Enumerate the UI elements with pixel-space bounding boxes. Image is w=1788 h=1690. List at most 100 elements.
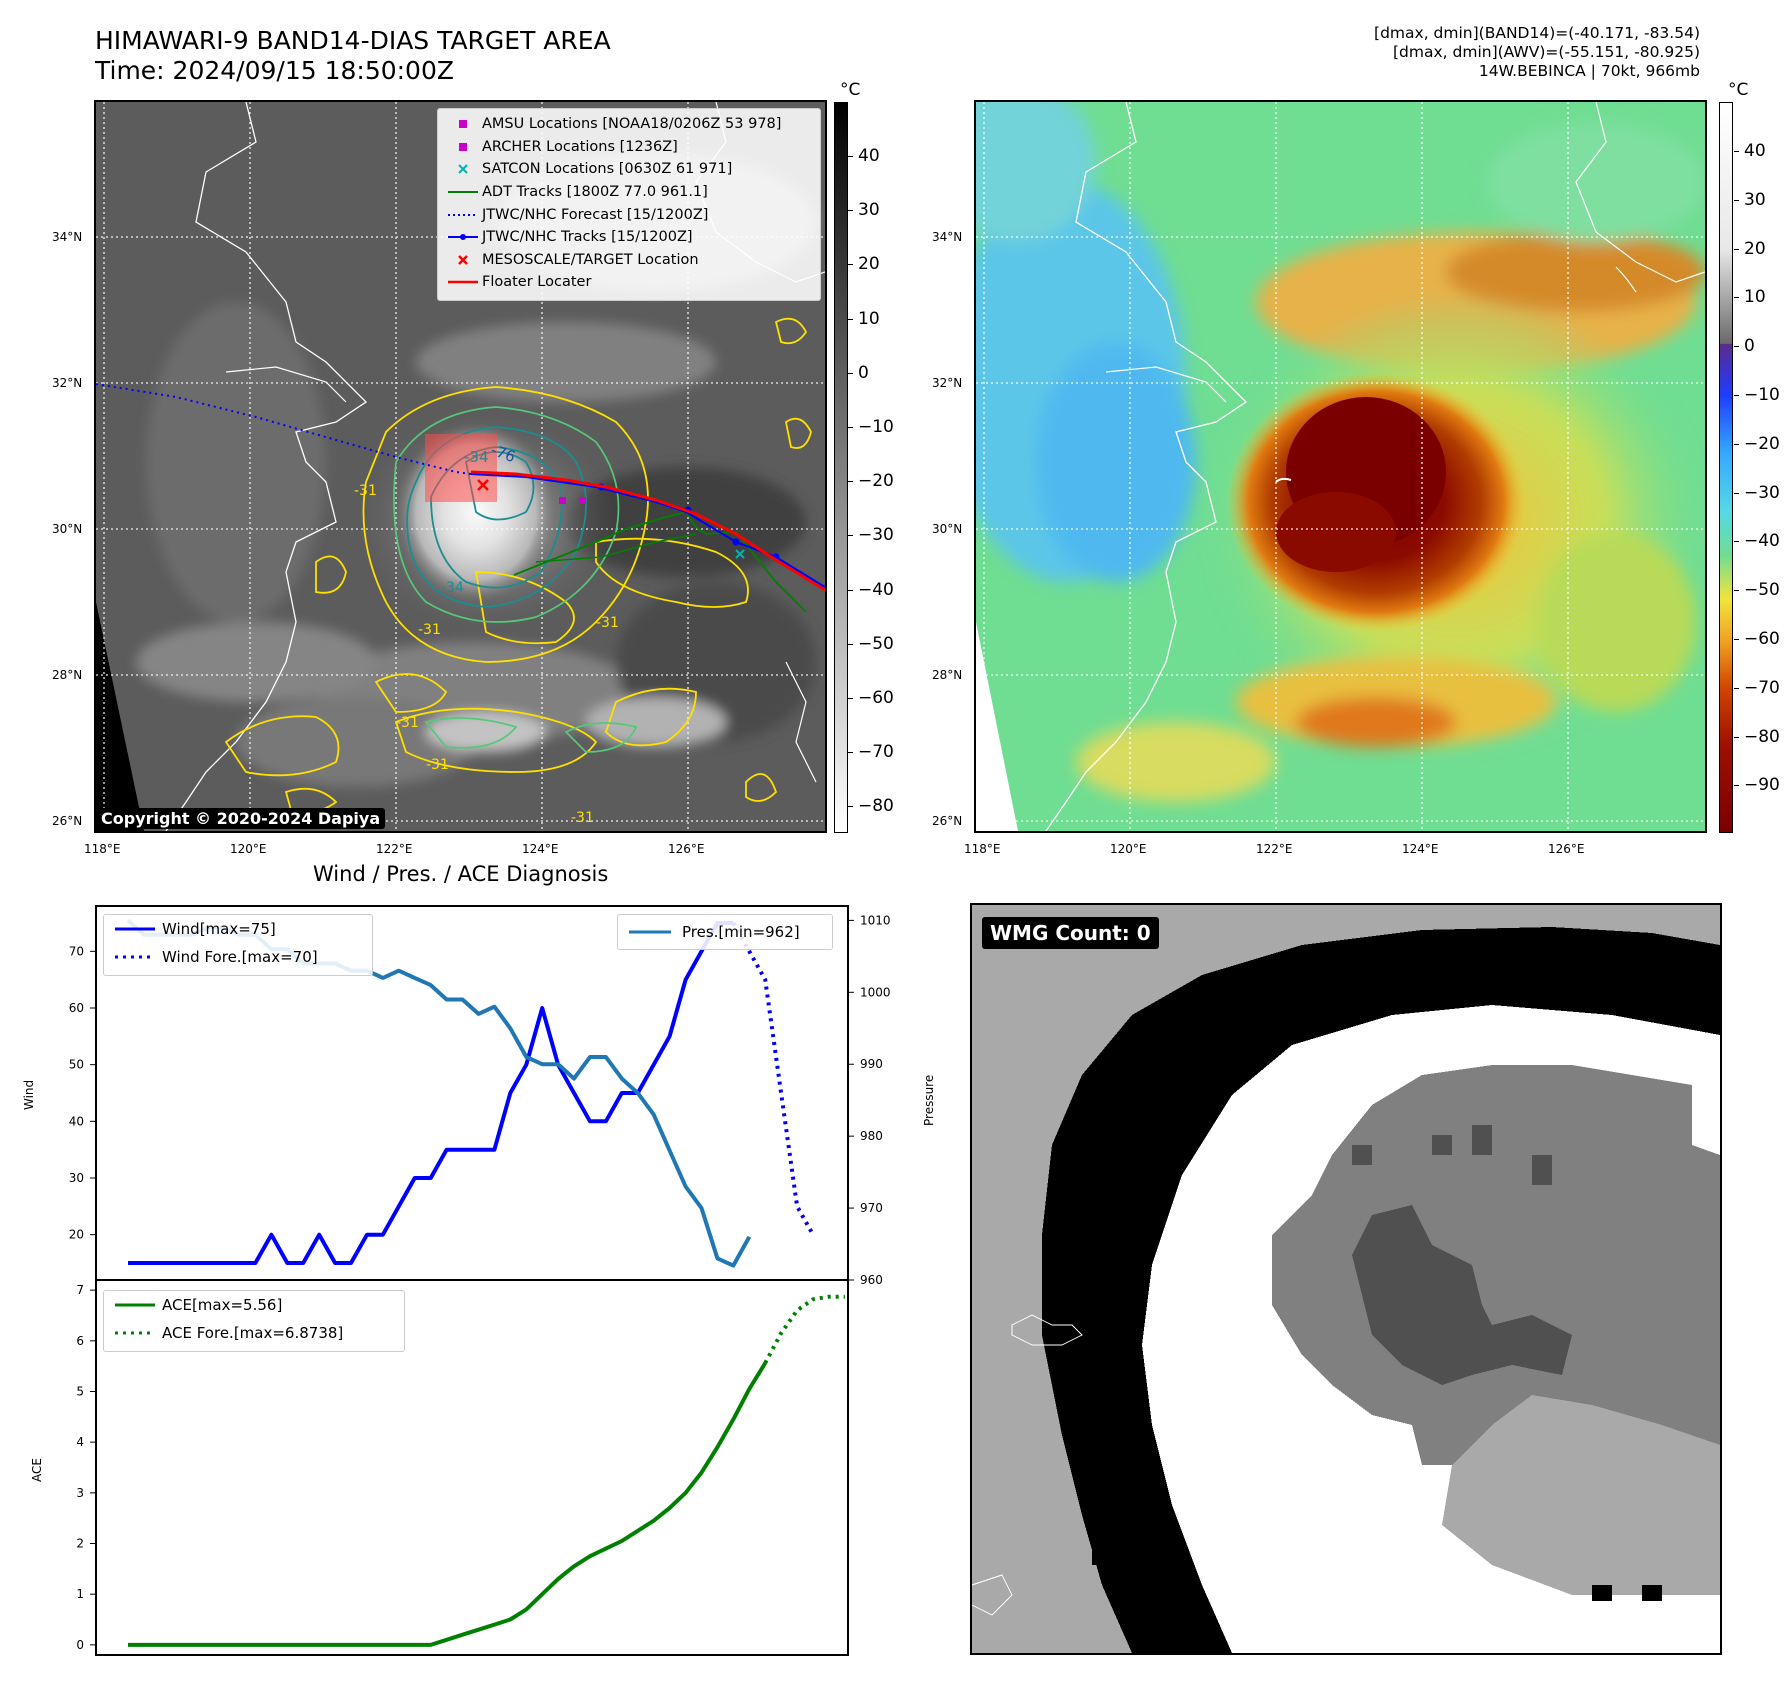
wind-tick-label: 40 <box>69 1114 84 1128</box>
colorbar-tick-label: −30 <box>858 525 894 546</box>
lon-tick: 126°E <box>668 842 705 856</box>
contour-label: -34 <box>464 448 489 466</box>
colorbar-tick-mark <box>848 589 853 591</box>
lat-tick: 30°N <box>52 522 83 536</box>
colorbar-tick-label: −20 <box>858 471 894 492</box>
target-x-icon <box>458 254 468 265</box>
pressure-tick-label: 980 <box>860 1129 883 1143</box>
awv-colorbar-unit: °C <box>1728 80 1749 100</box>
ace-line-icon <box>115 1303 155 1307</box>
colorbar-tick-label: 10 <box>858 308 880 329</box>
colorbar-tick-mark <box>848 535 853 537</box>
legend-floater: Floater Locater <box>444 271 814 294</box>
pressure-tick-label: 970 <box>860 1201 883 1215</box>
lon-tick: 124°E <box>1402 842 1439 856</box>
colorbar-tick-label: 0 <box>1744 336 1755 357</box>
legend-wind-fore: Wind Fore.[max=70] <box>112 946 364 968</box>
ir-colorbar <box>834 102 848 833</box>
wind-tick-label: 60 <box>69 1001 84 1015</box>
legend-adt: ADT Tracks [1800Z 77.0 961.1] <box>444 181 814 204</box>
lon-tick: 118°E <box>84 842 121 856</box>
awv-colorbar <box>1719 102 1733 833</box>
colorbar-tick-label: 30 <box>858 200 880 221</box>
colorbar-tick-mark <box>1734 395 1739 396</box>
colorbar-tick-mark <box>848 427 853 428</box>
colorbar-tick-label: 20 <box>858 254 880 275</box>
lat-tick: 34°N <box>52 230 83 244</box>
copyright-badge: Copyright © 2020-2024 Dapiya <box>96 808 386 829</box>
wind-tick-label: 70 <box>69 944 84 958</box>
band14-range: [dmax, dmin](BAND14)=(-40.171, -83.54) <box>1374 24 1700 42</box>
wind-series-line <box>128 921 734 1265</box>
legend-archer: ARCHER Locations [1236Z] <box>444 136 814 159</box>
colorbar-tick-mark <box>848 752 853 754</box>
contour-label: -31 <box>418 622 441 638</box>
colorbar-tick-label: −50 <box>1744 580 1780 601</box>
diagnosis-chart: 20 30 40 50 60 70 960 970 980 990 1000 1010 0 1 2 3 4 5 6… <box>69 905 891 1656</box>
colorbar-tick-mark <box>1734 492 1739 494</box>
contour-label: -31 <box>596 615 619 631</box>
lat-tick: 32°N <box>52 376 83 390</box>
contour-label: -31 <box>426 757 449 773</box>
lon-tick: 122°E <box>1256 842 1293 856</box>
lon-tick: 126°E <box>1548 842 1585 856</box>
ace-plot: 0 1 2 3 4 5 6 7 <box>76 1279 849 1656</box>
contour-label: -31 <box>396 715 419 731</box>
colorbar-tick-mark <box>1734 541 1739 543</box>
wind-tick-label: 20 <box>69 1228 84 1242</box>
ir-colorbar-unit: °C <box>840 80 861 100</box>
wind-tick-label: 30 <box>69 1171 84 1185</box>
colorbar-tick-label: −40 <box>1744 531 1780 552</box>
wind-legend: Wind[max=75] Wind Fore.[max=70] <box>103 914 373 976</box>
pressure-line-icon <box>629 930 671 934</box>
colorbar-tick-mark <box>848 698 853 699</box>
colorbar-tick-label: −30 <box>1744 482 1780 503</box>
colorbar-tick-label: 30 <box>1744 189 1766 210</box>
lat-tick: 28°N <box>932 668 963 682</box>
wmg-image <box>972 905 1720 1653</box>
colorbar-tick-label: −10 <box>858 417 894 437</box>
lat-tick: 34°N <box>932 230 963 244</box>
pressure-tick-label: 990 <box>860 1057 883 1071</box>
ir-map-panel: -76 -34 -31 -31 -31 -31 -31 -34 -31 AMSU… <box>94 100 827 833</box>
amsu-marker-icon <box>459 120 467 129</box>
colorbar-tick-label: −60 <box>1744 629 1780 649</box>
legend-jtwc-forecast: JTWC/NHC Forecast [15/1200Z] <box>444 203 814 226</box>
wind-axis-label: Wind <box>22 1079 36 1110</box>
wmg-count-badge: WMG Count: 0 <box>982 917 1159 949</box>
wind-pressure-plot: 20 30 40 50 60 70 960 970 980 990 1000 1010 <box>69 905 891 1287</box>
colorbar-tick-label: −80 <box>1744 726 1780 747</box>
colorbar-tick-label: 0 <box>858 362 869 383</box>
wind-fore-dotted-icon <box>115 955 155 959</box>
colorbar-tick-mark <box>1734 297 1739 299</box>
satcon-marker-icon <box>458 164 468 175</box>
wind-line-icon <box>115 927 155 931</box>
colorbar-tick-mark <box>848 264 853 266</box>
legend-ace-fore: ACE Fore.[max=6.8738] <box>112 1322 396 1344</box>
awv-map-image <box>976 102 1705 831</box>
ace-plot-frame <box>95 1279 849 1656</box>
colorbar-tick-mark <box>848 806 853 808</box>
ace-fore-dotted-icon <box>115 1331 155 1335</box>
ace-axis-label: ACE <box>30 1458 44 1482</box>
ace-tick-label: 5 <box>76 1384 84 1398</box>
colorbar-tick-mark <box>1734 736 1739 738</box>
map-legend: AMSU Locations [NOAA18/0206Z 53 978] ARC… <box>437 108 821 301</box>
ace-forecast-line <box>763 1294 845 1365</box>
colorbar-tick-mark <box>848 318 853 320</box>
ace-tick-label: 1 <box>76 1587 84 1601</box>
lat-tick: 32°N <box>932 376 963 390</box>
colorbar-tick-mark <box>1734 199 1739 201</box>
pressure-axis-label: Pressure <box>922 1074 936 1126</box>
colorbar-tick-label: 40 <box>1744 141 1766 161</box>
legend-ace: ACE[max=5.56] <box>112 1294 396 1316</box>
colorbar-tick-mark <box>1734 443 1739 445</box>
colorbar-tick-label: 20 <box>1744 238 1766 259</box>
colorbar-tick-mark <box>1734 151 1739 152</box>
colorbar-tick-mark <box>848 643 853 645</box>
pressure-tick-label: 1010 <box>860 913 891 927</box>
contour-label: -34 <box>441 580 464 596</box>
forecast-dotted-icon <box>448 213 478 216</box>
colorbar-tick-label: −70 <box>1744 677 1780 698</box>
ace-tick-label: 4 <box>76 1435 84 1449</box>
